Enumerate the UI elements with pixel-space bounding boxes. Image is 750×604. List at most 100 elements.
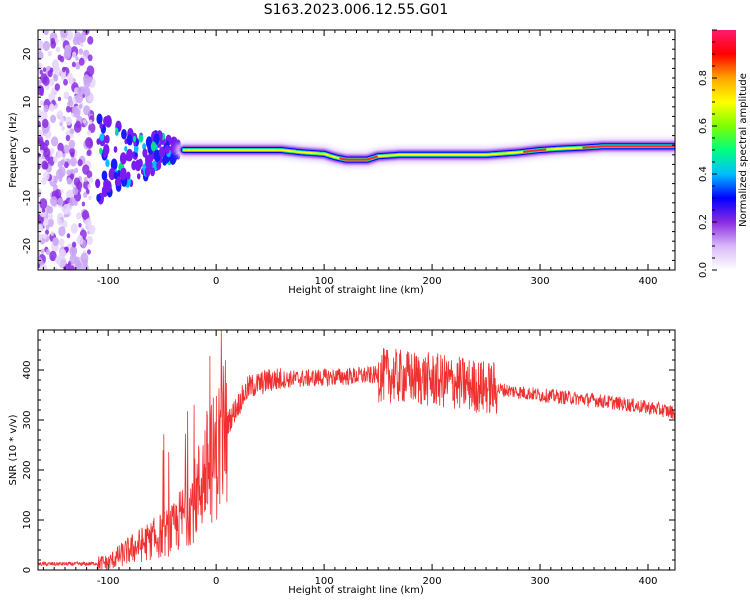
spectrogram-noise-blob bbox=[71, 61, 76, 68]
spectrogram-noise-blob bbox=[83, 192, 88, 198]
spectrogram-noise-blob bbox=[44, 139, 50, 147]
spectrogram-noise-blob bbox=[86, 235, 93, 245]
spectrogram-noise-blob bbox=[71, 241, 77, 248]
spectrogram-burst-blob bbox=[99, 147, 103, 155]
spectrogram-noise-blob bbox=[41, 160, 48, 170]
spectrogram-noise-blob bbox=[39, 69, 43, 75]
spectrogram-noise-blob bbox=[80, 42, 84, 48]
spectrogram-noise-blob bbox=[58, 256, 67, 268]
spectrogram-burst-blob bbox=[95, 178, 101, 189]
spectrogram-noise-blob bbox=[41, 118, 49, 129]
spectrogram-burst-blob bbox=[115, 175, 122, 187]
spectrogram-burst-blob bbox=[110, 158, 118, 171]
spectrogram-noise-blob bbox=[77, 159, 83, 167]
spectrogram-noise-blob bbox=[41, 207, 46, 213]
spectrogram-noise-blob bbox=[74, 167, 79, 174]
spectrogram-noise-blob bbox=[59, 55, 65, 63]
snr-y-tick-label: 0 bbox=[22, 567, 33, 573]
spectrogram-burst-blob bbox=[126, 171, 131, 180]
spectrogram-noise-blob bbox=[70, 223, 79, 234]
spectrogram-noise-blob bbox=[38, 51, 44, 60]
spectrogram-noise-blob bbox=[63, 49, 71, 60]
snr-x-tick-label: 100 bbox=[315, 576, 334, 587]
colorbar-label: Normalized spectral amplitude bbox=[738, 73, 749, 227]
spectrogram-burst-blob bbox=[99, 122, 103, 129]
spectrogram-noise-blob bbox=[66, 30, 74, 41]
snr-marks bbox=[38, 330, 675, 570]
spectrogram-noise-blob bbox=[47, 70, 53, 78]
spectrogram-noise-blob bbox=[68, 99, 74, 107]
colorbar-tick-label: 0.8 bbox=[698, 70, 709, 86]
spectrogram-noise-blob bbox=[71, 106, 78, 114]
snr-frame bbox=[37, 329, 676, 571]
spectrogram-noise-blob bbox=[87, 130, 92, 136]
spectrogram-noise-blob bbox=[39, 99, 44, 106]
spectrogram-burst-blob bbox=[169, 153, 176, 165]
spectrogram-noise-blob bbox=[65, 246, 69, 252]
spectrogram-noise-blob bbox=[58, 238, 65, 247]
spectrogram-noise-blob bbox=[65, 134, 71, 142]
spectrogram-noise-blob bbox=[87, 183, 91, 189]
spectrogram-x-tick-label: 0 bbox=[213, 276, 219, 287]
spectrogram-x-tick-label: 200 bbox=[423, 276, 442, 287]
spectrogram-burst-blob bbox=[101, 170, 108, 181]
spectrogram-burst-blob bbox=[104, 134, 110, 144]
snr-panel: -100 0 100 200 300 400 0 100 200 300 400 Height of… bbox=[8, 329, 676, 596]
spectrogram-noise-blob bbox=[75, 56, 79, 61]
spectrogram-noise-blob bbox=[78, 104, 83, 109]
spectrogram-noise-blob bbox=[57, 218, 63, 226]
spectrogram-y-tick-label: -10 bbox=[22, 190, 33, 206]
spectrogram-noise-blob bbox=[43, 30, 49, 36]
spectrogram-burst-blob bbox=[96, 113, 103, 125]
spectrogram-noise-blob bbox=[49, 250, 57, 262]
spectrogram-noise-blob bbox=[57, 197, 64, 207]
spectrogram-noise-blob bbox=[75, 120, 81, 129]
spectrogram-burst-blob bbox=[150, 141, 157, 152]
spectrogram-noise-blob bbox=[70, 157, 77, 167]
spectrogram-noise-blob bbox=[66, 178, 72, 185]
spectrogram-noise-blob bbox=[48, 103, 55, 112]
spectrogram-burst-blob bbox=[108, 168, 116, 181]
spectrogram-burst-blob bbox=[147, 160, 153, 170]
spectrogram-noise-blob bbox=[86, 170, 93, 179]
spectrogram-noise-blob bbox=[45, 248, 51, 256]
spectrogram-noise-blob bbox=[69, 246, 78, 257]
spectrogram-noise-blob bbox=[61, 66, 66, 73]
spectrogram-x-tick-label: 100 bbox=[315, 276, 334, 287]
spectrogram-noise-blob bbox=[69, 173, 75, 180]
snr-x-tick-label: 0 bbox=[213, 576, 219, 587]
spectrogram-burst-blob bbox=[158, 146, 166, 158]
spectrogram-noise-blob bbox=[63, 78, 68, 86]
spectrogram-noise-blob bbox=[88, 119, 93, 125]
spectrogram-burst-blob bbox=[103, 144, 110, 156]
spectrogram-noise-blob bbox=[87, 36, 94, 45]
spectrogram-xlabel: Height of straight line (km) bbox=[288, 285, 424, 296]
spectrogram-noise-blob bbox=[57, 96, 62, 102]
spectrogram-noise-blob bbox=[66, 169, 71, 176]
spectrogram-burst-blob bbox=[124, 145, 128, 152]
spectrogram-noise-blob bbox=[54, 83, 61, 91]
spectrogram-x-tick-label: 300 bbox=[530, 276, 549, 287]
snr-x-tick-label: 200 bbox=[423, 576, 442, 587]
snr-y-tick-label: 200 bbox=[22, 460, 33, 479]
spectrogram-noise-blob bbox=[59, 248, 67, 258]
spectrogram-noise-blob bbox=[65, 105, 71, 113]
spectrogram-noise-blob bbox=[88, 195, 92, 201]
spectrogram-noise-blob bbox=[63, 144, 70, 154]
spectrogram-noise-blob bbox=[39, 198, 48, 210]
spectrogram-burst-blob bbox=[147, 139, 152, 147]
snr-x-tick-label: 300 bbox=[530, 576, 549, 587]
spectrogram-noise-blob bbox=[87, 54, 93, 62]
spectrogram-noise-blob bbox=[78, 222, 82, 228]
spectrogram-noise-blob bbox=[83, 105, 91, 116]
spectrogram-noise-blob bbox=[42, 233, 48, 240]
spectrogram-noise-blob bbox=[47, 218, 54, 228]
spectrogram-noise-blob bbox=[38, 156, 43, 164]
spectrogram-burst-blob bbox=[175, 153, 179, 160]
spectrogram-burst-blob bbox=[126, 148, 134, 162]
spectrogram-noise-blob bbox=[60, 159, 66, 166]
spectrogram-noise-blob bbox=[40, 144, 45, 150]
spectrogram-noise-blob bbox=[88, 224, 96, 235]
spectrogram-noise-blob bbox=[72, 186, 79, 196]
